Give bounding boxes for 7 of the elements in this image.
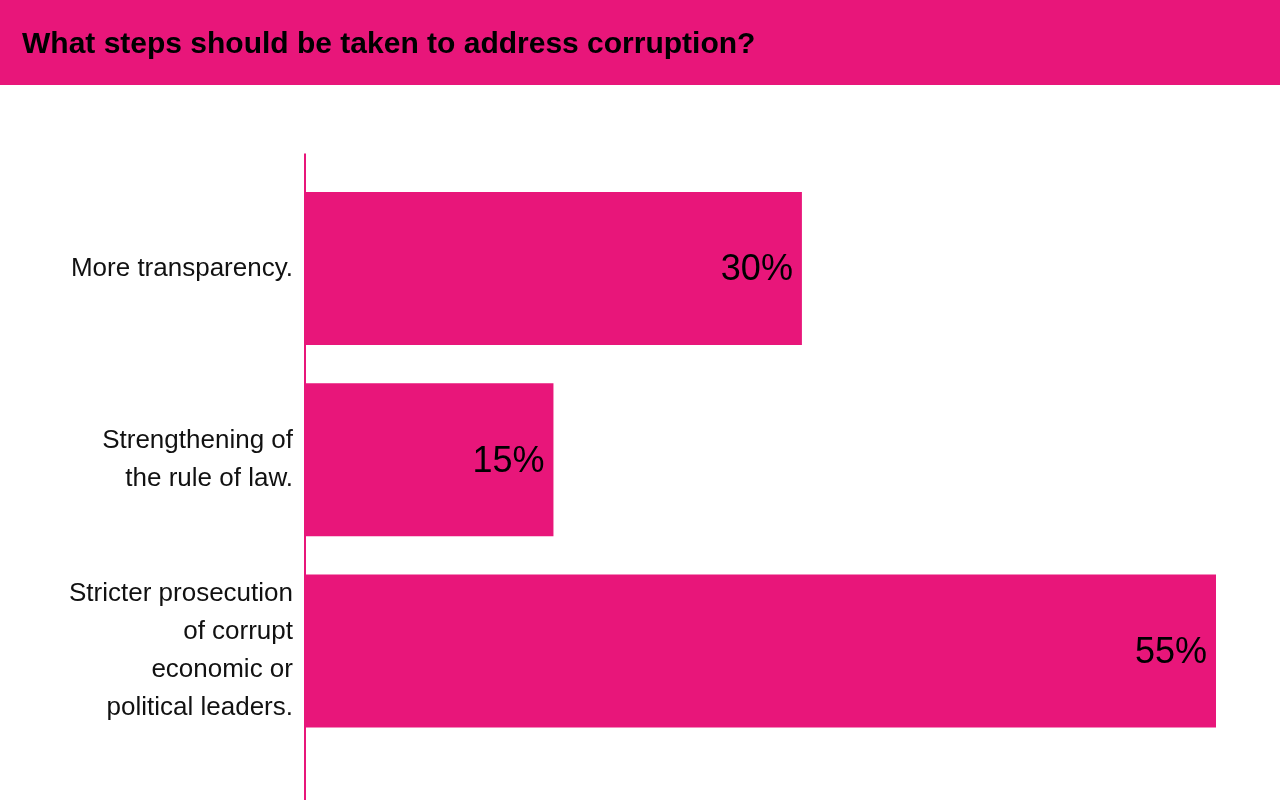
data-label: 55% [1134, 629, 1207, 671]
chart-title: What steps should be taken to address corruption? [22, 25, 756, 60]
y-tick-label: Strengthening of the rule of law. [102, 423, 294, 492]
y-tick-label: More transparency. [70, 251, 293, 282]
data-label: 30% [720, 247, 793, 289]
y-tick-label: Stricter prosecution of corrupt economic or political leaders. [69, 577, 294, 722]
data-label: 15% [472, 438, 545, 480]
